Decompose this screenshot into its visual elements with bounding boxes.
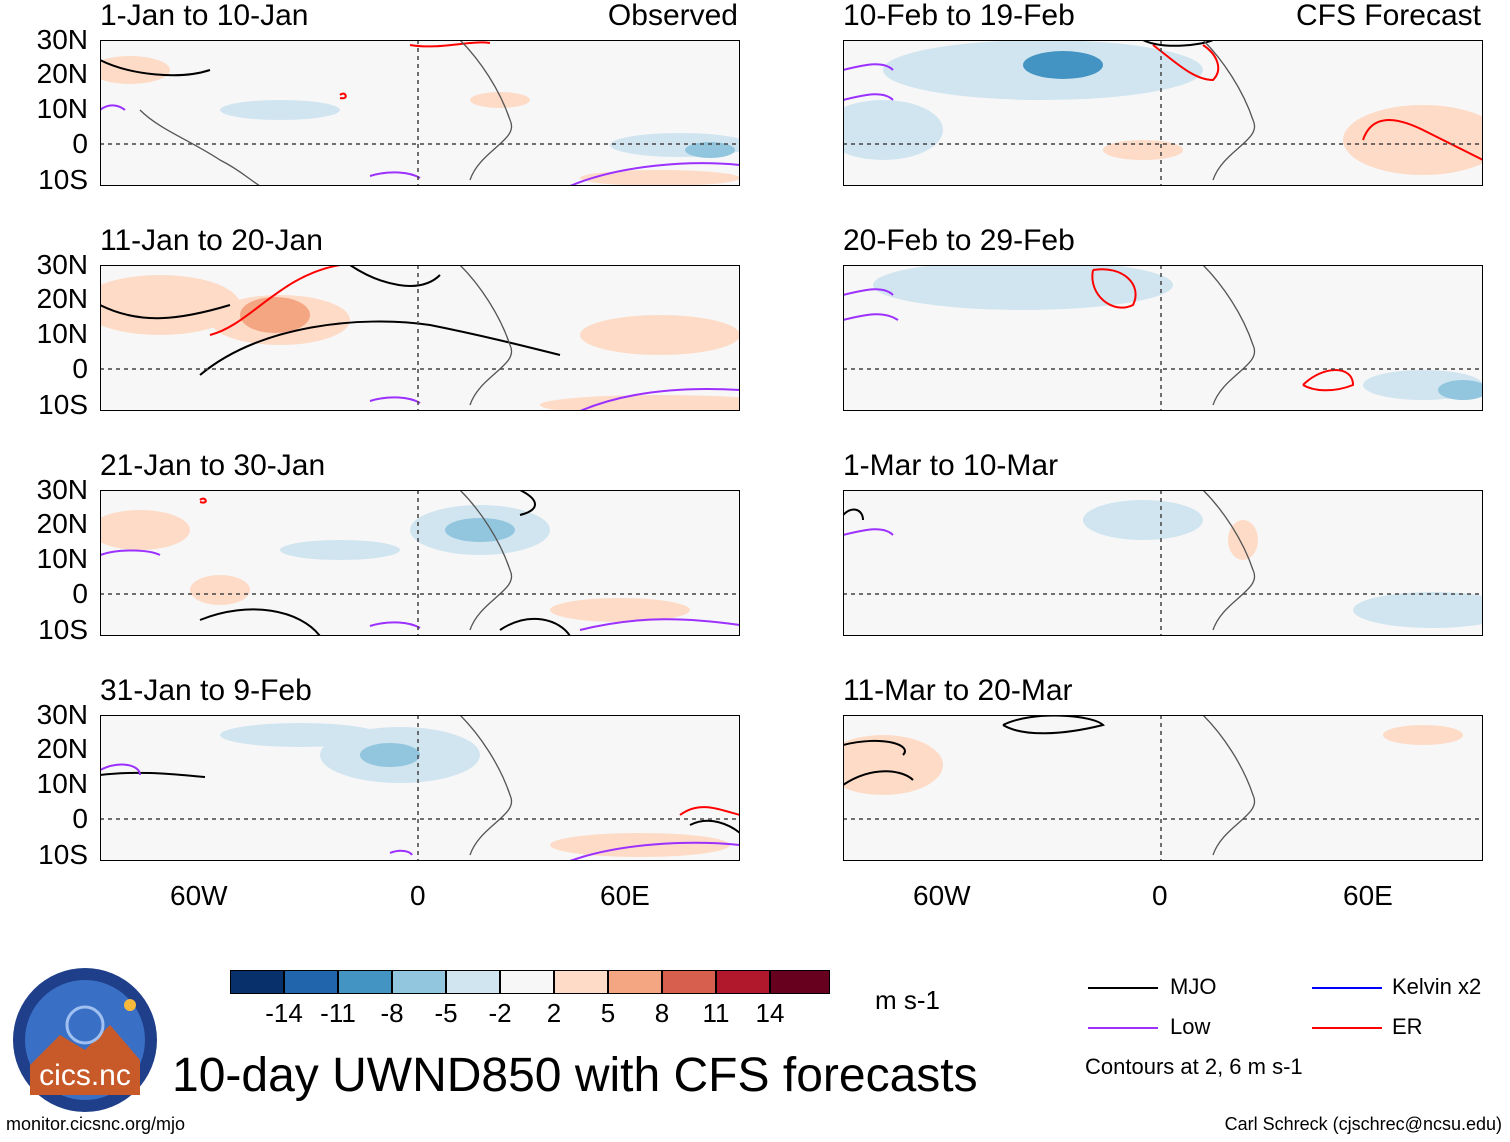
lat-label: 10N — [36, 93, 88, 124]
map-panel-1: 1-Jan to 10-Jan Observed — [100, 0, 740, 186]
colorbar-swatch — [608, 970, 662, 994]
legend-contour-note: Contours at 2, 6 m s-1 — [1085, 1054, 1303, 1079]
credit-text: Carl Schreck (cjschrec@ncsu.edu) — [1224, 1114, 1502, 1134]
colorbar-label: 11 — [702, 998, 730, 1028]
lat-label: 30N — [36, 24, 88, 55]
lon-label: 0 — [410, 880, 426, 911]
colorbar-label: -2 — [488, 998, 512, 1028]
colorbar-swatch — [446, 970, 500, 994]
lat-label: 30N — [36, 474, 88, 505]
colorbar-swatch — [230, 970, 284, 994]
colorbar-label: -14 — [265, 998, 303, 1028]
legend-low-line — [1088, 1027, 1158, 1029]
map-canvas — [100, 715, 740, 861]
lat-label: 10S — [38, 839, 88, 870]
colorbar-swatch — [392, 970, 446, 994]
map-canvas — [843, 265, 1483, 411]
map-panel-7: 1-Mar to 10-Mar — [843, 450, 1483, 636]
colorbar-label: 14 — [755, 998, 785, 1028]
panel-title: 10-Feb to 19-Feb — [843, 0, 1075, 32]
map-canvas — [843, 715, 1483, 861]
panel-title: 11-Jan to 20-Jan — [100, 224, 323, 257]
colorbar-label: -5 — [434, 998, 458, 1028]
lat-label: 10S — [38, 614, 88, 645]
lat-label: 10N — [36, 768, 88, 799]
lat-label: 30N — [36, 699, 88, 730]
colorbar-label: 2 — [546, 998, 562, 1028]
lat-label: 0 — [72, 578, 88, 609]
panel-title: 21-Jan to 30-Jan — [100, 449, 326, 482]
colorbar-swatch — [716, 970, 770, 994]
lon-label: 60E — [1343, 880, 1393, 911]
colorbar-swatch — [662, 970, 716, 994]
panel-source-label: CFS Forecast — [1295, 0, 1481, 32]
legend-low-label: Low — [1170, 1014, 1211, 1039]
map-canvas — [100, 265, 740, 411]
map-canvas — [843, 40, 1483, 186]
colorbar-swatch — [338, 970, 392, 994]
lat-label: 20N — [36, 283, 88, 314]
website-link[interactable]: monitor.cicsnc.org/mjo — [6, 1114, 186, 1134]
colorbar-units: m s-1 — [875, 985, 940, 1015]
lat-label: 0 — [72, 128, 88, 159]
colorbar-label: -8 — [380, 998, 404, 1028]
panel-title: 1-Jan to 10-Jan — [100, 0, 309, 32]
lon-label: 0 — [1152, 880, 1168, 911]
lon-label: 60E — [600, 880, 650, 911]
colorbar-label: 5 — [600, 998, 616, 1028]
lat-label: 10S — [38, 389, 88, 420]
map-canvas — [100, 490, 740, 636]
legend-er-line — [1312, 1027, 1382, 1029]
lat-label: 20N — [36, 508, 88, 539]
lat-label: 0 — [72, 803, 88, 834]
legend-mjo-label: MJO — [1170, 974, 1217, 999]
legend-kelvin-label: Kelvin x2 — [1392, 974, 1482, 999]
legend-kelvin-line — [1312, 987, 1382, 989]
map-panel-2: 11-Jan to 20-Jan — [100, 225, 740, 411]
lat-label: 10N — [36, 318, 88, 349]
map-canvas — [100, 40, 740, 186]
panel-title: 1-Mar to 10-Mar — [843, 449, 1059, 482]
cics-logo-icon: cics.nc — [13, 968, 157, 1112]
main-title: 10-day UWND850 with CFS forecasts — [172, 1049, 978, 1102]
panel-source-label: Observed — [607, 0, 738, 32]
map-panel-3: 21-Jan to 30-Jan — [100, 450, 740, 636]
map-panel-4: 31-Jan to 9-Feb — [100, 675, 740, 861]
lat-label: 20N — [36, 58, 88, 89]
legend-er-label: ER — [1392, 1014, 1423, 1039]
map-canvas — [843, 490, 1483, 636]
lat-label: 0 — [72, 353, 88, 384]
colorbar-swatch — [284, 970, 338, 994]
colorbar-swatch — [554, 970, 608, 994]
lon-label: 60W — [170, 880, 228, 911]
colorbar-label: 8 — [654, 998, 670, 1028]
lat-label: 10N — [36, 543, 88, 574]
colorbar-swatch — [770, 970, 830, 994]
colorbar-swatch — [500, 970, 554, 994]
map-panel-8: 11-Mar to 20-Mar — [843, 675, 1483, 861]
lat-label: 10S — [38, 164, 88, 195]
panel-title: 11-Mar to 20-Mar — [843, 674, 1073, 707]
map-panel-5: 10-Feb to 19-Feb CFS Forecast — [843, 0, 1483, 186]
lat-label: 20N — [36, 733, 88, 764]
colorbar-label: -11 — [320, 998, 356, 1028]
lon-label: 60W — [913, 880, 971, 911]
lat-label: 30N — [36, 249, 88, 280]
map-panel-6: 20-Feb to 29-Feb — [843, 225, 1483, 411]
legend-mjo-line — [1088, 987, 1158, 989]
logo-text: cics.nc — [39, 1059, 131, 1092]
panel-title: 31-Jan to 9-Feb — [100, 674, 312, 707]
panel-title: 20-Feb to 29-Feb — [843, 224, 1075, 257]
